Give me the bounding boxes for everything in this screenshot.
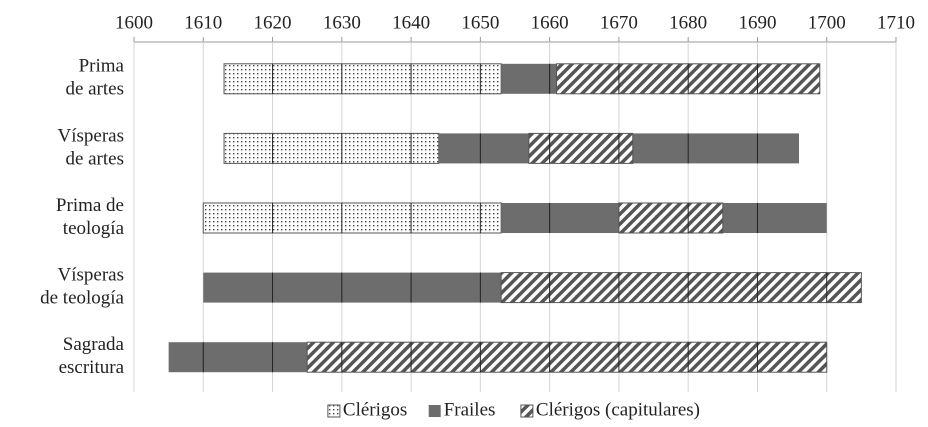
x-tick-label: 1700	[808, 12, 846, 33]
category-label: de artes	[65, 148, 124, 169]
x-tick-label: 1660	[531, 12, 569, 33]
x-tick-label: 1620	[254, 12, 292, 33]
legend-swatch	[327, 404, 341, 418]
x-tick-label: 1670	[600, 12, 638, 33]
bar-segment	[618, 202, 724, 234]
bar-segment	[501, 63, 557, 94]
bar-segment	[632, 133, 800, 164]
legend-label: Clérigos (capitulares)	[536, 399, 700, 420]
bar-segment	[528, 132, 634, 164]
x-tick-label: 1680	[669, 12, 707, 33]
x-tick-label: 1690	[738, 12, 776, 33]
x-tick-label: 1610	[184, 12, 222, 33]
bar-segment	[223, 132, 440, 164]
legend-label: Clérigos	[343, 399, 407, 420]
bar-segment	[168, 342, 308, 373]
legend-label: Frailes	[444, 399, 496, 420]
category-label: escritura	[59, 357, 125, 378]
category-label: Sagrada	[63, 334, 125, 355]
category-label: de artes	[65, 79, 124, 100]
x-tick-label: 1640	[392, 12, 430, 33]
x-tick-label: 1710	[877, 12, 915, 33]
category-label: Vísperas	[58, 125, 124, 146]
bar-segment	[223, 63, 502, 95]
category-label: Vísperas	[58, 264, 124, 285]
legend-swatch	[520, 404, 534, 418]
bar-segment	[500, 272, 862, 304]
category-label: Prima	[79, 56, 125, 77]
x-tick-label: 1650	[461, 12, 499, 33]
category-label: teología	[63, 218, 125, 239]
bar-segment	[722, 203, 827, 233]
x-tick-label: 1600	[115, 12, 153, 33]
category-label: Prima de	[56, 195, 124, 216]
legend-swatch	[428, 405, 441, 417]
bar-segment	[202, 202, 502, 234]
bar-segment	[501, 203, 619, 233]
category-label: de teología	[40, 287, 124, 308]
bar-segment	[203, 272, 502, 303]
bar-segment	[306, 341, 828, 373]
bar-segment	[438, 133, 529, 164]
x-tick-label: 1630	[323, 12, 361, 33]
